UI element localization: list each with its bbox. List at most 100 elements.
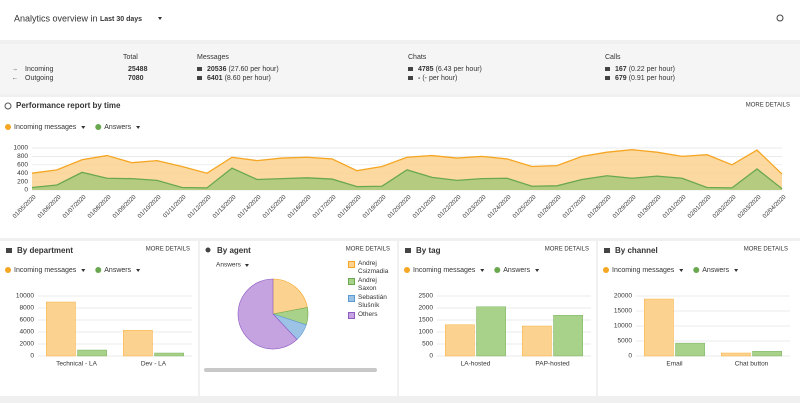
caret: [81, 269, 86, 272]
pie-slice: [237, 278, 298, 350]
more-details: MORE DETAILS: [746, 103, 790, 109]
y-tick-label: 600: [17, 162, 28, 169]
legend-label: Incoming messages: [14, 124, 77, 131]
caret: [158, 17, 162, 20]
caret: [535, 269, 540, 272]
legend-dot: [494, 267, 501, 273]
stat-value: 25488: [128, 66, 148, 73]
bar: [476, 306, 506, 357]
stat-value: 4785: [418, 66, 434, 73]
panel-title: Performance report by time: [16, 101, 121, 110]
stat-rate: (0.22 per hour): [629, 66, 675, 73]
y-tick-label: 200: [17, 178, 28, 185]
range-select[interactable]: Last 30 days: [100, 16, 142, 23]
icon: [605, 76, 610, 80]
panel-title: By department: [17, 246, 73, 255]
y-tick-label: 400: [17, 170, 28, 177]
legend-item: Others: [348, 311, 394, 319]
legend-dot: [5, 267, 11, 273]
legend-label: Answers: [104, 267, 131, 274]
icon: [205, 247, 211, 253]
arrow: ←: [12, 76, 18, 82]
bar: [46, 301, 76, 357]
caret: [81, 126, 86, 129]
caret: [136, 269, 141, 272]
legend-label: Andrej Csizmadia: [358, 260, 389, 275]
caret: [480, 269, 485, 272]
area: [32, 168, 782, 190]
icon: [604, 248, 610, 253]
y-tick-label: 2500: [419, 293, 434, 300]
panel-title: By agent: [217, 246, 251, 255]
y-tick-label: 8000: [20, 305, 35, 312]
bar: [77, 349, 107, 357]
y-tick-label: 1000: [419, 329, 434, 336]
column-title: Calls: [605, 54, 621, 61]
y-tick-label: 0: [429, 353, 433, 360]
legend-dot: [5, 124, 11, 130]
bar: [553, 315, 583, 357]
y-tick-label: 10000: [16, 293, 34, 300]
panel: [598, 241, 800, 396]
y-tick-label: 10000: [614, 323, 632, 330]
legend-label: Answers: [702, 267, 729, 274]
legend-swatch: [348, 261, 355, 268]
x-tick-label: Dev - LA: [141, 361, 167, 368]
y-tick-label: 2000: [419, 305, 434, 312]
y-tick-label: 2000: [20, 341, 35, 348]
y-tick-label: 5000: [618, 338, 633, 345]
legend-dot: [693, 267, 700, 273]
bar: [675, 342, 705, 357]
caret: [136, 126, 141, 129]
more-details: MORE DETAILS: [346, 247, 390, 253]
legend-item: Andrej Csizmadia: [348, 260, 394, 276]
x-tick-label: LA-hosted: [461, 361, 491, 368]
stat-rate: (6.43 per hour): [436, 66, 482, 73]
refresh-icon[interactable]: [776, 14, 784, 22]
x-tick-label: Chat button: [735, 361, 769, 368]
stat-value: 20536: [207, 66, 227, 73]
legend-label: Andrej Saxon: [358, 277, 377, 292]
y-tick-label: 0: [628, 353, 632, 360]
line: [31, 149, 783, 175]
icon: [605, 67, 610, 71]
x-tick-label: PAP-hosted: [535, 361, 570, 368]
legend-label: Others: [358, 311, 378, 318]
caret: [679, 269, 684, 272]
stat-rate: (8.60 per hour): [225, 75, 271, 82]
y-tick-label: 500: [422, 341, 433, 348]
selector: Answers: [216, 262, 242, 269]
y-tick-label: 0: [24, 187, 28, 194]
icon: [408, 67, 413, 71]
bar: [154, 352, 184, 357]
y-tick-label: 4000: [20, 329, 35, 336]
bar: [522, 325, 552, 357]
arrow: →: [12, 67, 18, 73]
legend-label: Incoming messages: [612, 267, 675, 274]
y-tick-label: 0: [30, 353, 34, 360]
legend-dot: [95, 267, 102, 273]
x-tick-label: Technical - LA: [56, 361, 97, 368]
column-title: Total: [123, 54, 138, 61]
y-tick-label: 15000: [614, 308, 632, 315]
panel: [0, 241, 198, 396]
stat-rate: (- per hour): [422, 75, 457, 82]
y-tick-label: 6000: [20, 317, 35, 324]
more-details: MORE DETAILS: [744, 247, 788, 253]
y-tick-label: 800: [17, 153, 28, 160]
column-title: Messages: [197, 54, 229, 61]
legend-label: Answers: [503, 267, 530, 274]
icon: [197, 67, 202, 71]
legend-dot: [95, 124, 102, 130]
row-label: Outgoing: [25, 75, 54, 82]
legend-label: Incoming messages: [413, 267, 476, 274]
bar: [123, 330, 153, 357]
legend-swatch: [348, 312, 355, 319]
pie-legend: Andrej Csizmadia Andrej Saxon Sebastián Sl…: [348, 260, 394, 320]
bar: [752, 351, 782, 357]
stat-rate: (0.91 per hour): [629, 75, 675, 82]
bar: [721, 352, 751, 357]
caret: [734, 269, 739, 272]
